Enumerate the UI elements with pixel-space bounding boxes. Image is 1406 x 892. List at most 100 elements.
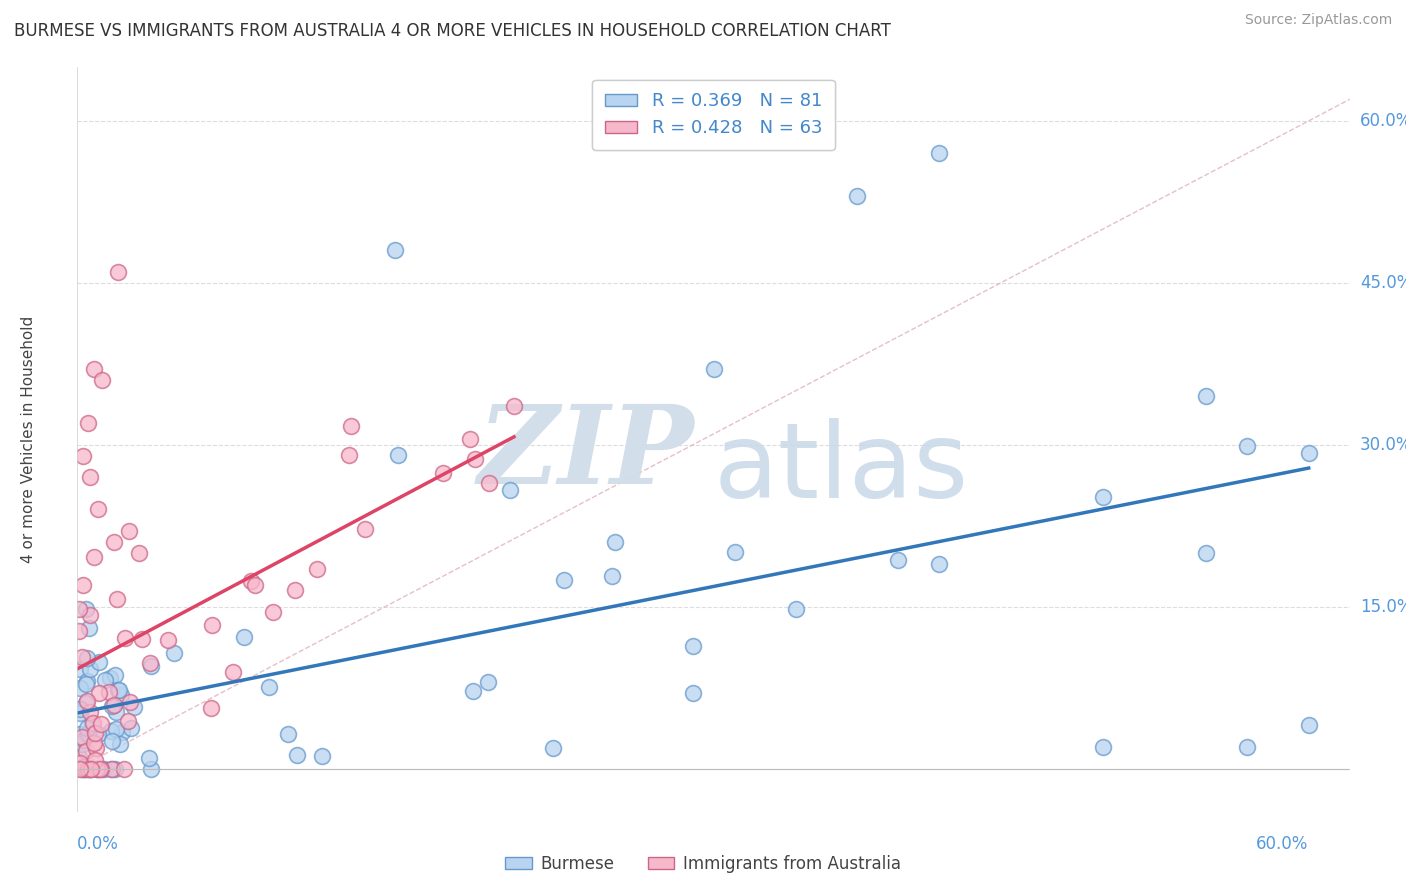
Point	[108, 737, 131, 751]
Point	[846, 189, 869, 203]
Point	[73, 762, 96, 776]
Point	[104, 706, 127, 720]
Point	[103, 534, 125, 549]
Point	[90, 762, 112, 776]
Point	[72, 760, 94, 774]
Point	[162, 646, 184, 660]
Point	[1236, 439, 1258, 453]
Point	[387, 448, 409, 462]
Point	[114, 631, 136, 645]
Point	[69, 750, 91, 764]
Point	[541, 740, 564, 755]
Point	[257, 680, 280, 694]
Point	[887, 553, 910, 567]
Point	[83, 549, 105, 564]
Point	[70, 737, 93, 751]
Point	[285, 748, 308, 763]
Point	[117, 714, 139, 728]
Point	[73, 762, 96, 776]
Point	[284, 582, 307, 597]
Text: 4 or more Vehicles in Household: 4 or more Vehicles in Household	[21, 316, 37, 563]
Point	[72, 762, 94, 776]
Point	[107, 265, 129, 279]
Point	[72, 649, 94, 664]
Point	[82, 716, 104, 731]
Legend: R = 0.369   N = 81, R = 0.428   N = 63: R = 0.369 N = 81, R = 0.428 N = 63	[592, 79, 835, 150]
Point	[239, 574, 262, 589]
Point	[384, 244, 406, 258]
Point	[89, 655, 111, 669]
Point	[104, 762, 127, 776]
Point	[1195, 546, 1218, 560]
Text: atlas: atlas	[713, 418, 969, 520]
Point	[79, 608, 101, 623]
Point	[100, 762, 122, 776]
Point	[1092, 739, 1115, 754]
Point	[69, 706, 91, 720]
Point	[93, 762, 115, 776]
Point	[86, 762, 108, 776]
Point	[75, 697, 97, 711]
Point	[101, 734, 124, 748]
Point	[76, 677, 98, 691]
Point	[111, 725, 134, 739]
Point	[72, 449, 94, 463]
Point	[79, 621, 101, 635]
Point	[72, 578, 94, 592]
Point	[79, 662, 101, 676]
Point	[603, 534, 626, 549]
Point	[277, 727, 299, 741]
Point	[478, 476, 501, 491]
Point	[353, 522, 375, 536]
Text: 60.0%: 60.0%	[1360, 112, 1406, 130]
Point	[103, 698, 125, 713]
Point	[69, 702, 91, 716]
Point	[110, 688, 132, 702]
Point	[105, 591, 128, 606]
Point	[84, 754, 107, 768]
Point	[75, 602, 97, 616]
Point	[785, 601, 807, 615]
Point	[75, 744, 97, 758]
Point	[76, 693, 98, 707]
Point	[83, 735, 105, 749]
Legend: Burmese, Immigrants from Australia: Burmese, Immigrants from Australia	[499, 848, 907, 880]
Point	[499, 483, 522, 497]
Point	[682, 639, 704, 653]
Point	[464, 451, 486, 466]
Point	[89, 686, 111, 700]
Point	[77, 727, 100, 741]
Point	[432, 466, 454, 480]
Point	[139, 659, 162, 673]
Point	[107, 683, 129, 698]
Point	[87, 502, 110, 516]
Text: 45.0%: 45.0%	[1360, 274, 1406, 292]
Point	[69, 681, 91, 695]
Point	[131, 632, 153, 646]
Point	[69, 762, 91, 776]
Text: Source: ZipAtlas.com: Source: ZipAtlas.com	[1244, 13, 1392, 28]
Point	[101, 762, 124, 776]
Point	[73, 733, 96, 747]
Point	[67, 624, 90, 638]
Point	[80, 717, 103, 731]
Point	[79, 705, 101, 719]
Point	[80, 762, 103, 776]
Point	[703, 362, 725, 376]
Point	[200, 701, 222, 715]
Point	[100, 723, 122, 738]
Point	[262, 605, 284, 619]
Point	[122, 700, 145, 714]
Point	[724, 545, 747, 559]
Point	[138, 657, 160, 671]
Point	[222, 665, 245, 679]
Text: 30.0%: 30.0%	[1360, 435, 1406, 454]
Point	[67, 602, 90, 616]
Point	[141, 762, 163, 776]
Point	[311, 748, 333, 763]
Point	[243, 578, 266, 592]
Point	[69, 662, 91, 676]
Point	[233, 630, 256, 644]
Point	[98, 671, 121, 685]
Point	[128, 546, 150, 560]
